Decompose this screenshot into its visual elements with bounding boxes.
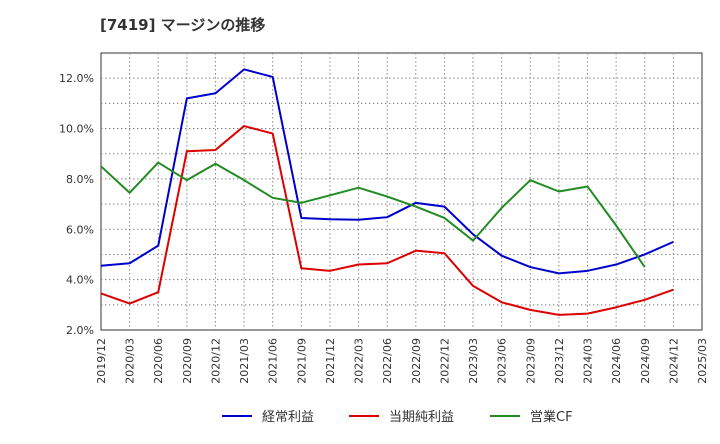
legend-label: 経常利益 (262, 410, 314, 425)
legend-label: 営業CF (530, 409, 573, 425)
x-tick-label: 2023/12 (553, 338, 566, 384)
x-tick-label: 2020/09 (181, 338, 194, 384)
legend-item: 当期純利益 (349, 410, 454, 425)
legend-item: 経常利益 (222, 410, 314, 425)
x-tick-label: 2021/03 (238, 338, 251, 384)
y-tick-label: 8.0% (66, 173, 94, 186)
x-tick-label: 2024/06 (610, 338, 623, 384)
x-tick-label: 2021/06 (267, 338, 280, 384)
series-line (100, 161, 646, 268)
x-tick-label: 2025/03 (696, 338, 709, 384)
grid-lines (101, 53, 702, 330)
plot-frame (100, 52, 703, 331)
y-tick-label: 2.0% (66, 324, 94, 337)
y-axis-ticks: 2.0% 4.0% 6.0% 8.0% 10.0% 12.0% (59, 72, 94, 337)
series-line (100, 68, 674, 275)
x-tick-label: 2020/06 (152, 338, 165, 384)
x-tick-label: 2021/09 (295, 338, 308, 384)
legend-item: 営業CF (490, 409, 573, 425)
x-tick-label: 2024/03 (582, 338, 595, 384)
legend-label: 当期純利益 (389, 410, 454, 425)
y-tick-label: 4.0% (66, 274, 94, 287)
x-tick-label: 2020/03 (124, 338, 137, 384)
series-lines (100, 68, 674, 316)
legend: 経常利益 当期純利益 営業CF (222, 409, 573, 425)
y-tick-label: 6.0% (66, 223, 94, 236)
x-tick-label: 2022/12 (438, 338, 451, 384)
x-tick-label: 2022/09 (410, 338, 423, 384)
x-tick-label: 2023/03 (467, 338, 480, 384)
series-line (100, 125, 674, 316)
x-tick-label: 2019/12 (95, 338, 108, 384)
plot-area (100, 52, 703, 331)
x-tick-label: 2022/03 (353, 338, 366, 384)
x-tick-label: 2021/12 (324, 338, 337, 384)
x-axis-ticks: 2019/12 2020/03 2020/06 2020/09 2020/12 2021/… (95, 338, 709, 384)
chart-title: [7419] マージンの推移 (100, 16, 266, 34)
x-tick-label: 2022/06 (381, 338, 394, 384)
y-tick-label: 12.0% (59, 72, 94, 85)
x-tick-label: 2024/09 (639, 338, 652, 384)
x-tick-label: 2020/12 (209, 338, 222, 384)
x-tick-label: 2023/06 (496, 338, 509, 384)
y-tick-label: 10.0% (59, 123, 94, 136)
x-tick-label: 2023/09 (524, 338, 537, 384)
x-tick-label: 2024/12 (667, 338, 680, 384)
